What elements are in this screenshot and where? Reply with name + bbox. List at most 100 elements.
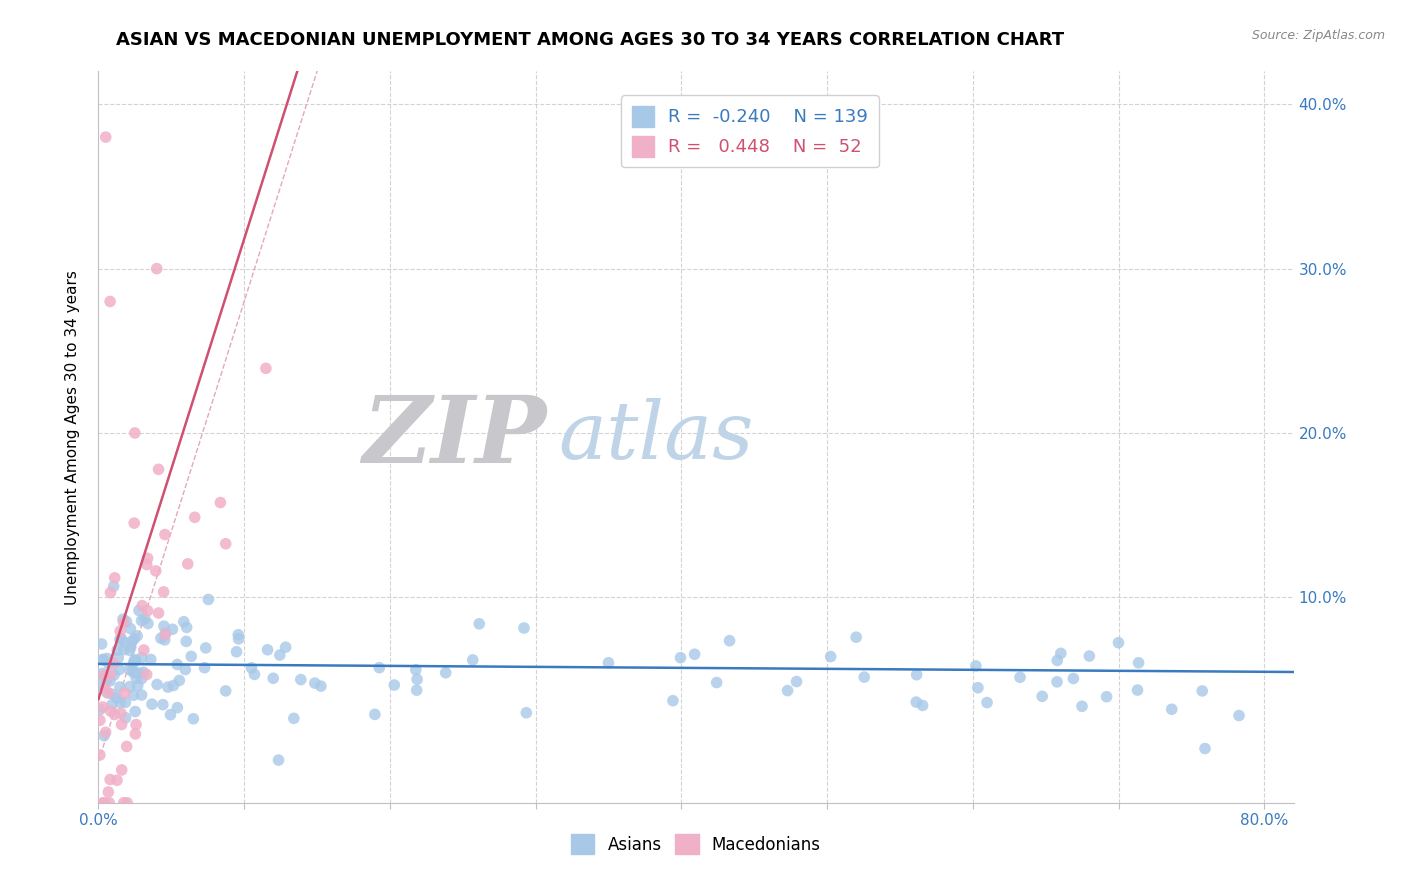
Point [105, 773, 128, 788]
Point [127, 679, 149, 693]
Point [91, 666, 114, 681]
Point [153, 527, 176, 541]
Point [100, 585, 122, 599]
Point [98, 294, 121, 309]
Point [131, 599, 153, 613]
Point [162, 622, 184, 636]
Point [98, 772, 121, 787]
Point [136, 604, 159, 618]
Point [149, 632, 172, 646]
Point [93, 668, 115, 682]
Point [1107, 636, 1129, 650]
Point [434, 665, 457, 680]
Point [364, 707, 387, 722]
Point [112, 796, 135, 810]
Point [215, 537, 238, 551]
Point [965, 659, 987, 673]
Point [967, 681, 990, 695]
Text: ZIP: ZIP [363, 392, 547, 482]
Point [240, 661, 263, 675]
Point [148, 606, 170, 620]
Point [97, 785, 120, 799]
Point [468, 616, 491, 631]
Point [118, 680, 141, 694]
Point [405, 663, 427, 677]
Point [101, 698, 124, 712]
Point [159, 707, 181, 722]
Point [845, 630, 868, 644]
Point [128, 666, 150, 681]
Point [114, 635, 136, 649]
Point [135, 558, 157, 572]
Point [114, 695, 136, 709]
Point [368, 661, 391, 675]
Point [254, 361, 277, 376]
Point [122, 665, 145, 679]
Point [515, 706, 537, 720]
Point [153, 619, 176, 633]
Point [225, 645, 247, 659]
Point [598, 656, 620, 670]
Point [93, 729, 115, 743]
Point [382, 678, 405, 692]
Point [124, 653, 146, 667]
Point [1128, 656, 1150, 670]
Point [103, 668, 125, 682]
Point [98, 667, 121, 681]
Point [94, 681, 117, 696]
Point [89, 747, 111, 762]
Point [683, 647, 706, 661]
Point [146, 677, 169, 691]
Point [118, 663, 141, 677]
Point [1194, 741, 1216, 756]
Point [166, 657, 188, 672]
Point [105, 691, 128, 706]
Point [243, 667, 266, 681]
Point [209, 495, 232, 509]
Point [194, 640, 217, 655]
Point [96, 673, 118, 688]
Text: Source: ZipAtlas.com: Source: ZipAtlas.com [1251, 29, 1385, 42]
Point [98, 673, 121, 688]
Point [283, 711, 305, 725]
Point [267, 753, 290, 767]
Point [174, 634, 197, 648]
Point [145, 564, 167, 578]
Point [96, 651, 118, 665]
Point [110, 632, 132, 646]
Point [122, 688, 145, 702]
Point [111, 612, 134, 626]
Point [135, 667, 157, 681]
Point [256, 642, 278, 657]
Point [131, 688, 153, 702]
Point [124, 425, 146, 440]
Point [120, 640, 142, 654]
Point [91, 653, 114, 667]
Point [669, 650, 692, 665]
Point [141, 697, 163, 711]
Point [156, 680, 179, 694]
Point [1078, 648, 1101, 663]
Point [108, 632, 131, 647]
Point [89, 677, 111, 691]
Point [122, 632, 145, 646]
Point [118, 643, 141, 657]
Point [114, 711, 136, 725]
Point [1191, 684, 1213, 698]
Point [1008, 670, 1031, 684]
Point [169, 673, 191, 688]
Point [155, 627, 177, 641]
Point [215, 684, 238, 698]
Point [905, 667, 928, 681]
Point [112, 615, 135, 630]
Point [136, 551, 159, 566]
Point [127, 629, 149, 643]
Point [110, 696, 132, 710]
Point [148, 462, 170, 476]
Point [1062, 672, 1084, 686]
Point [91, 652, 114, 666]
Point [180, 649, 202, 664]
Point [153, 632, 176, 647]
Point [107, 650, 129, 665]
Point [183, 712, 205, 726]
